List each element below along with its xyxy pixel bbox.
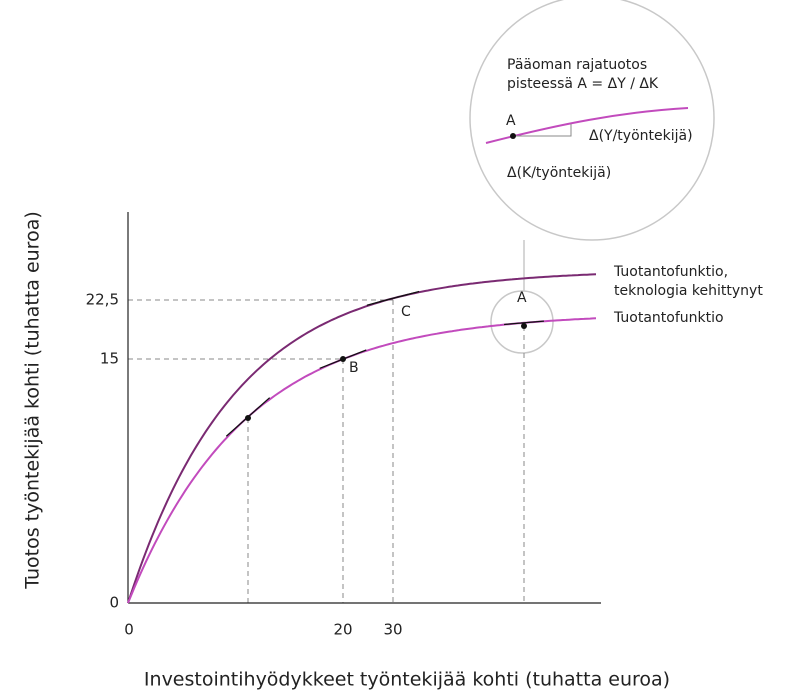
y-tick-label: 15 (100, 350, 119, 368)
point (521, 323, 527, 329)
point-label: A (517, 290, 527, 306)
x-tick-label: 0 (124, 621, 134, 639)
point (340, 356, 346, 362)
curve-label: Tuotantofunktio, teknologia kehittynyt (614, 264, 763, 299)
inset-point (510, 133, 516, 139)
curve-label: Tuotantofunktio (614, 310, 724, 326)
inset-title: Pääoman rajatuotos pisteessä A = ΔY / ΔK (507, 57, 659, 92)
x-tick-label: 30 (383, 621, 402, 639)
point (245, 415, 251, 421)
point-label: B (349, 360, 359, 376)
dy-label: Δ(Y/työntekijä) (589, 128, 693, 144)
y-axis-title: Tuotos työntekijää kohti (tuhatta euroa) (22, 211, 44, 590)
inset-point-label: A (506, 113, 516, 129)
zoom-circle (490, 290, 554, 354)
x-axis-title: Investointihyödykkeet työntekijää kohti … (144, 669, 670, 691)
x-tick-label: 20 (333, 621, 352, 639)
dx-label: Δ(K/työntekijä) (507, 165, 611, 181)
curve-lower (127, 317, 597, 604)
tangent (504, 320, 544, 326)
guides (128, 299, 525, 603)
inset-triangle (513, 124, 572, 137)
y-tick-label: 22,5 (86, 291, 119, 309)
tangents (225, 290, 544, 437)
point-label: C (401, 304, 411, 320)
y-tick-label: 0 (109, 594, 119, 612)
tangent (366, 290, 420, 306)
curve-upper (127, 273, 597, 604)
